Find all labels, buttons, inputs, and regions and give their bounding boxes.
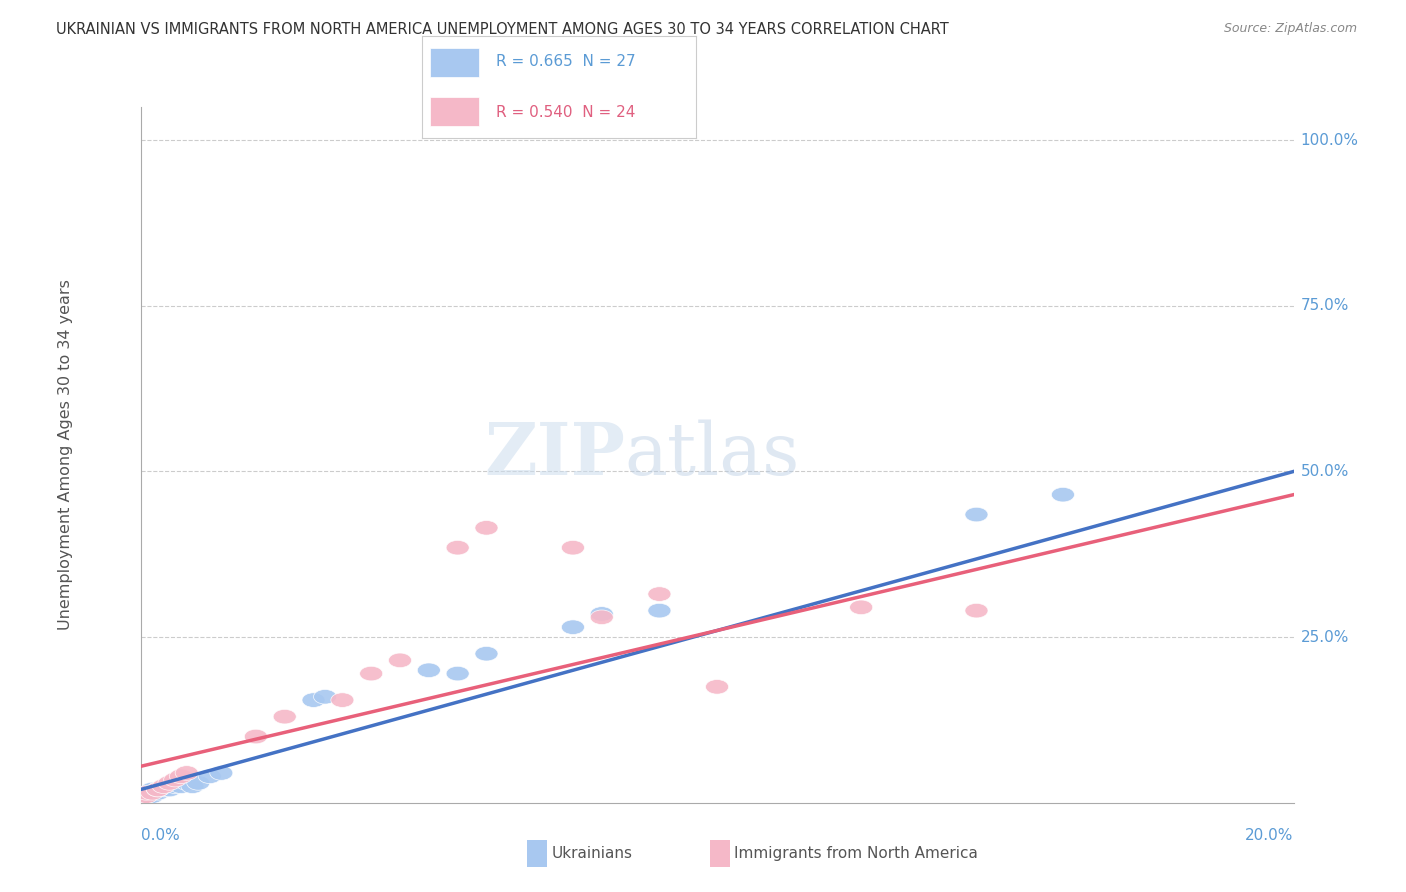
Text: 100.0%: 100.0% (1301, 133, 1358, 148)
Ellipse shape (141, 789, 163, 804)
Ellipse shape (648, 587, 671, 601)
Ellipse shape (141, 786, 163, 800)
Text: 0.0%: 0.0% (141, 828, 180, 843)
Ellipse shape (965, 508, 988, 522)
Ellipse shape (135, 786, 157, 800)
Text: ZIP: ZIP (484, 419, 624, 491)
Ellipse shape (849, 600, 873, 615)
Ellipse shape (176, 765, 198, 780)
Text: atlas: atlas (624, 419, 800, 491)
Ellipse shape (360, 666, 382, 681)
Ellipse shape (135, 789, 157, 804)
Ellipse shape (314, 690, 336, 704)
Ellipse shape (446, 541, 470, 555)
Ellipse shape (157, 776, 181, 790)
Ellipse shape (330, 693, 354, 707)
Ellipse shape (187, 776, 209, 790)
Ellipse shape (163, 772, 187, 787)
Ellipse shape (141, 782, 163, 797)
Bar (430, 48, 479, 77)
Ellipse shape (1052, 487, 1074, 502)
Ellipse shape (157, 779, 181, 794)
Text: 25.0%: 25.0% (1301, 630, 1348, 645)
Ellipse shape (157, 782, 181, 797)
Ellipse shape (591, 607, 613, 621)
Ellipse shape (152, 782, 176, 797)
Ellipse shape (135, 792, 157, 806)
Ellipse shape (170, 779, 193, 794)
Ellipse shape (146, 782, 170, 797)
Ellipse shape (446, 666, 470, 681)
Ellipse shape (152, 779, 176, 794)
Ellipse shape (648, 603, 671, 618)
Ellipse shape (245, 730, 267, 744)
Ellipse shape (146, 786, 170, 800)
Text: Immigrants from North America: Immigrants from North America (734, 847, 977, 861)
Text: 20.0%: 20.0% (1246, 828, 1294, 843)
Ellipse shape (965, 603, 988, 618)
Text: Unemployment Among Ages 30 to 34 years: Unemployment Among Ages 30 to 34 years (58, 279, 73, 631)
Ellipse shape (475, 521, 498, 535)
Text: R = 0.665  N = 27: R = 0.665 N = 27 (496, 54, 636, 70)
Ellipse shape (706, 680, 728, 694)
Text: 50.0%: 50.0% (1301, 464, 1348, 479)
Ellipse shape (388, 653, 412, 667)
Ellipse shape (146, 782, 170, 797)
Ellipse shape (302, 693, 325, 707)
Ellipse shape (561, 620, 585, 634)
Ellipse shape (129, 792, 152, 806)
Ellipse shape (198, 769, 221, 783)
Ellipse shape (273, 709, 297, 724)
Ellipse shape (176, 776, 198, 790)
Text: Source: ZipAtlas.com: Source: ZipAtlas.com (1223, 22, 1357, 36)
Ellipse shape (135, 789, 157, 804)
Ellipse shape (170, 769, 193, 783)
Ellipse shape (418, 663, 440, 678)
Bar (430, 97, 479, 126)
Ellipse shape (475, 647, 498, 661)
Ellipse shape (146, 782, 170, 797)
Ellipse shape (209, 765, 233, 780)
Ellipse shape (591, 610, 613, 624)
Text: UKRAINIAN VS IMMIGRANTS FROM NORTH AMERICA UNEMPLOYMENT AMONG AGES 30 TO 34 YEAR: UKRAINIAN VS IMMIGRANTS FROM NORTH AMERI… (56, 22, 949, 37)
Text: Ukrainians: Ukrainians (551, 847, 633, 861)
Ellipse shape (163, 779, 187, 794)
Text: R = 0.540  N = 24: R = 0.540 N = 24 (496, 104, 636, 120)
Ellipse shape (561, 541, 585, 555)
Ellipse shape (129, 792, 152, 806)
Ellipse shape (181, 779, 204, 794)
Text: 75.0%: 75.0% (1301, 298, 1348, 313)
